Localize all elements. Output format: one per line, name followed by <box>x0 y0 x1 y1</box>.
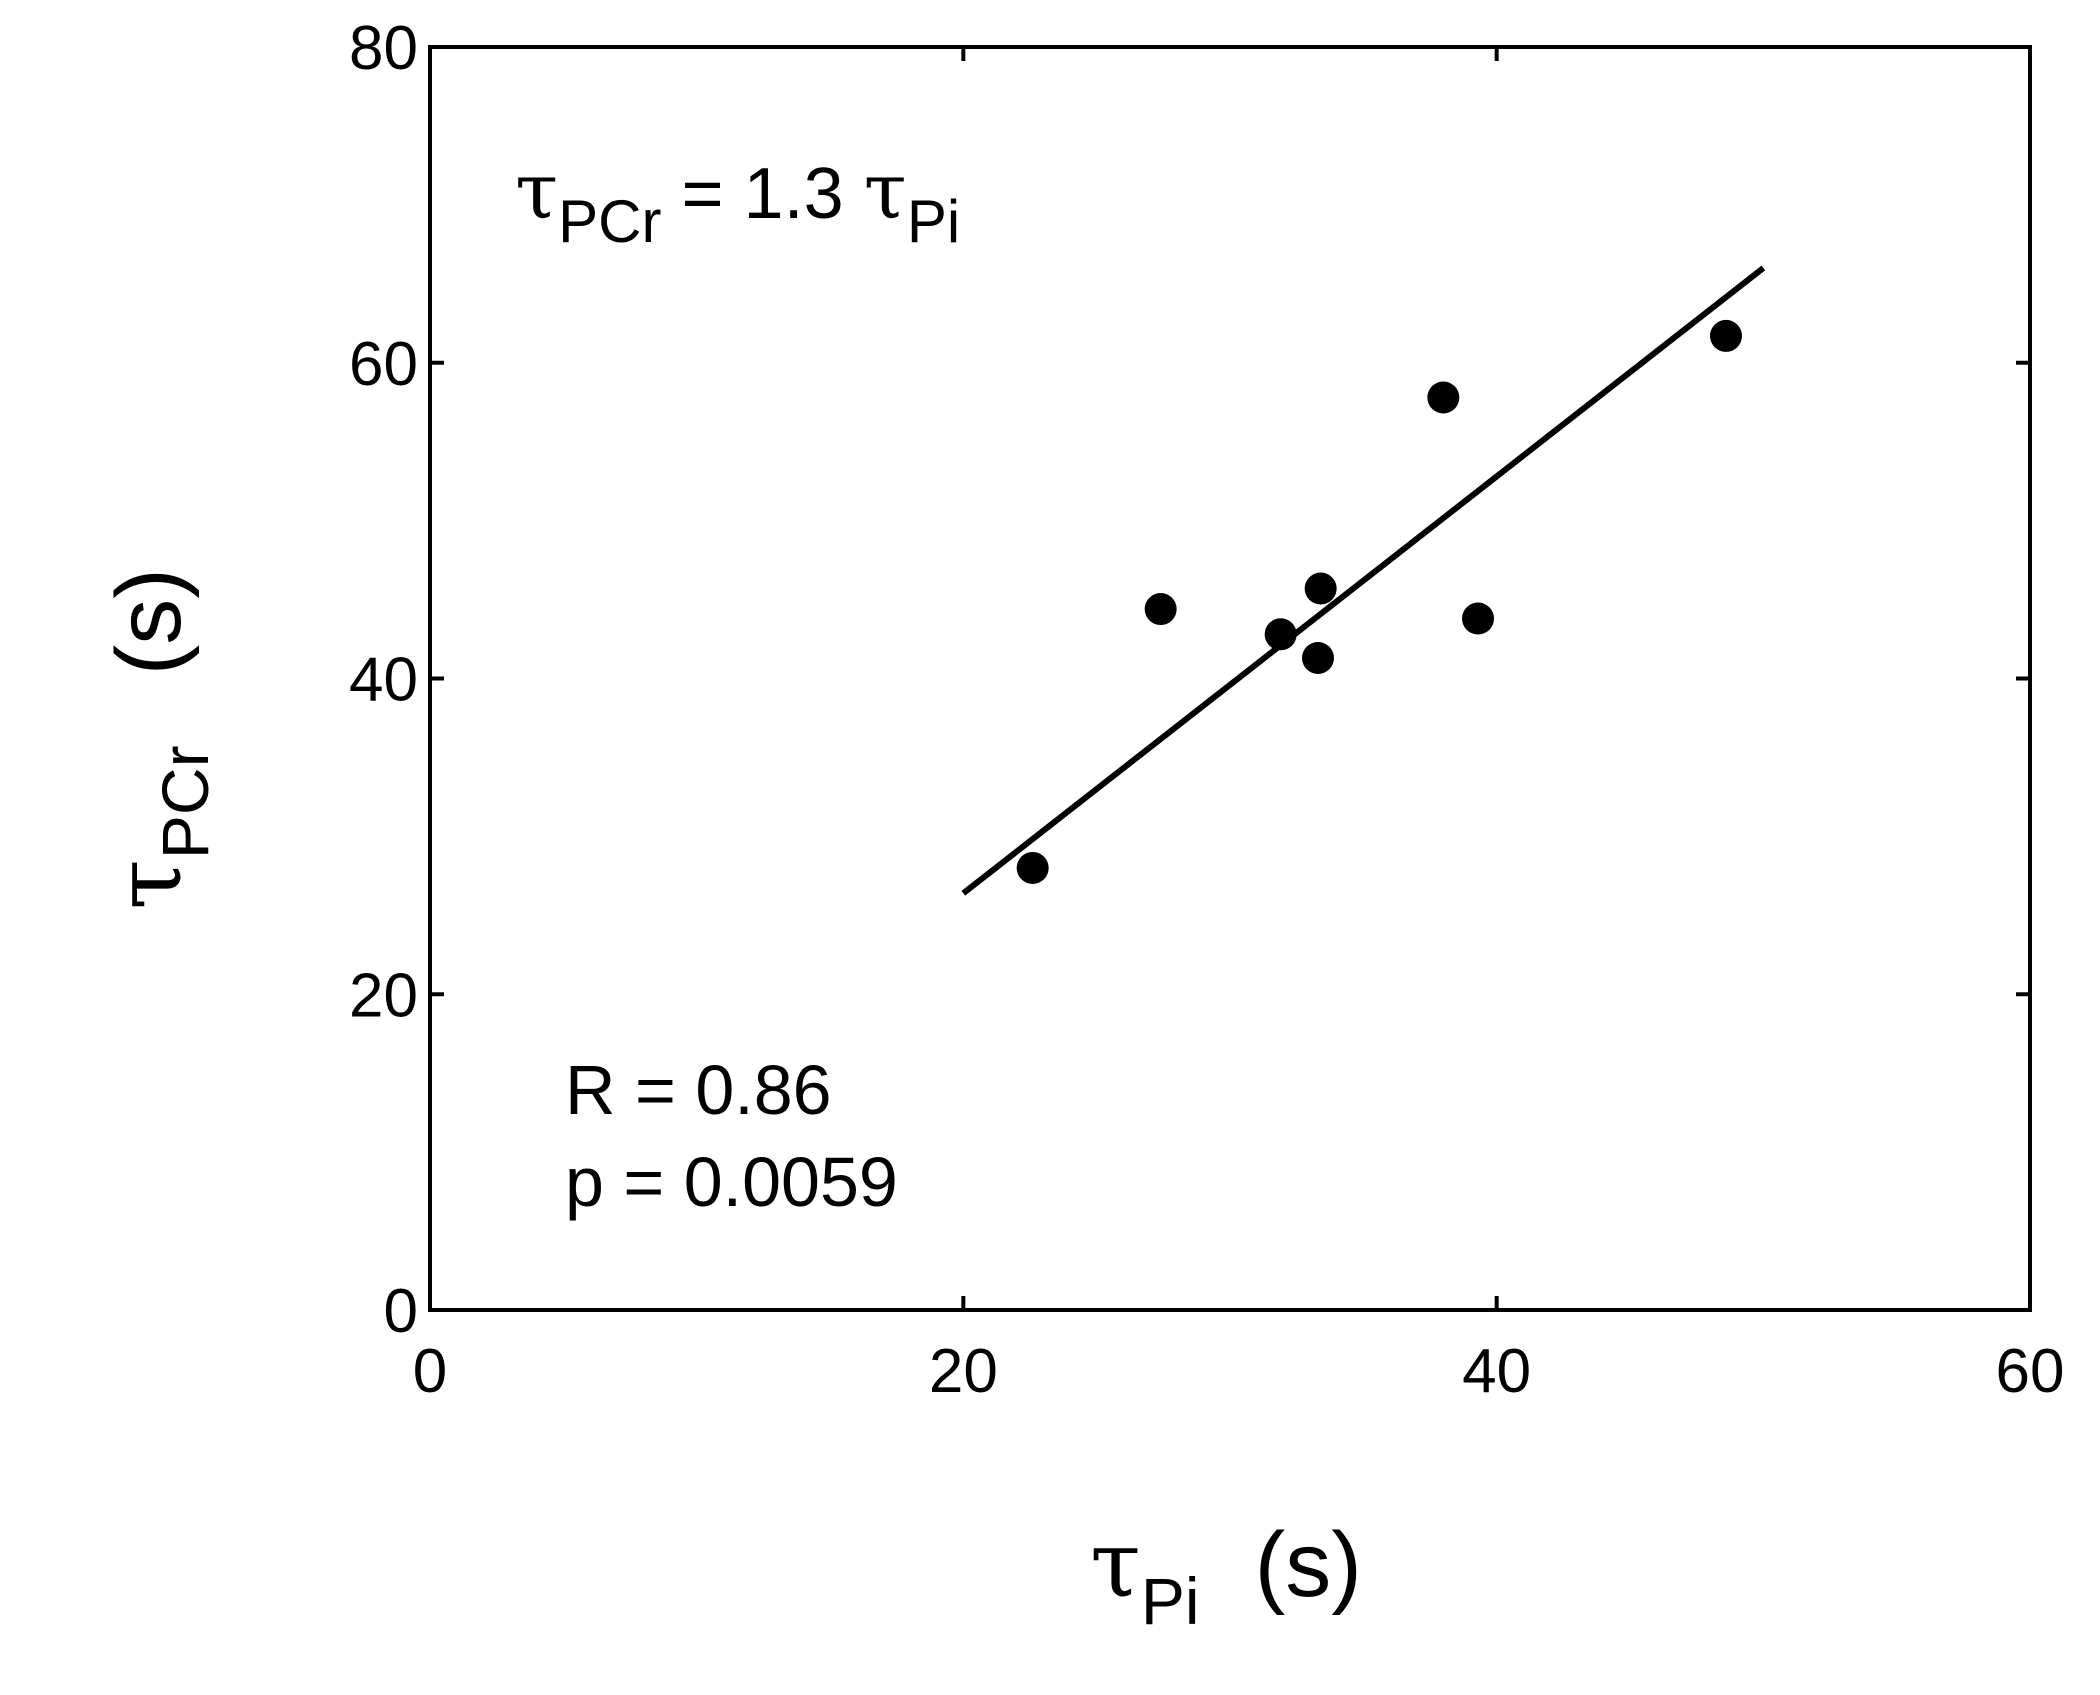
data-point <box>1016 851 1049 884</box>
fit-line <box>961 265 1766 896</box>
y-tick-label: 80 <box>349 14 418 83</box>
x-tick-label: 60 <box>1996 1337 2065 1406</box>
y-axis-title-unit: (s) <box>98 568 200 675</box>
x-axis-title-unit: (s) <box>1255 1514 1362 1616</box>
r-value-annotation: R = 0.86 <box>565 1051 832 1129</box>
equation-rhs-symbol: τ <box>864 147 907 237</box>
equation-lhs-symbol: τ <box>515 147 558 237</box>
y-axis-title-subscript: PCr <box>148 745 222 859</box>
equation-lhs-subscript: PCr <box>558 188 661 255</box>
y-tick-label: 60 <box>349 330 418 399</box>
x-axis-title-subscript: Pi <box>1141 1564 1200 1638</box>
y-tick-label: 20 <box>349 961 418 1030</box>
plot-frame <box>428 45 2032 1312</box>
equation-middle: = 1.3 <box>662 154 864 234</box>
ticks-layer: 0 20 40 60 0 20 40 60 80 <box>349 14 2064 1406</box>
x-tick-label: 20 <box>929 1337 998 1406</box>
equation-rhs-subscript: Pi <box>907 188 960 255</box>
points-layer <box>1016 319 1742 884</box>
data-point <box>1264 618 1297 651</box>
data-point <box>1144 593 1177 626</box>
x-axis-title-symbol: τ <box>1090 1511 1141 1618</box>
data-point <box>1462 602 1494 635</box>
x-tick-label: 0 <box>413 1337 447 1406</box>
data-point <box>1427 381 1460 414</box>
p-value-annotation: p = 0.0059 <box>565 1143 898 1221</box>
data-point <box>1302 641 1334 674</box>
y-tick-label: 0 <box>384 1277 418 1346</box>
x-axis-title: τPi (s) <box>1090 1511 1362 1638</box>
equation-annotation: τPCr = 1.3 τPi <box>515 147 960 255</box>
y-axis-title: τPCr (s) <box>95 568 222 910</box>
y-tick-label: 40 <box>349 646 418 715</box>
y-axis-title-symbol: τ <box>95 859 202 910</box>
fit-line-layer <box>961 265 1766 896</box>
x-tick-label: 40 <box>1462 1337 1531 1406</box>
data-point <box>1304 572 1337 605</box>
data-point <box>1710 319 1742 352</box>
